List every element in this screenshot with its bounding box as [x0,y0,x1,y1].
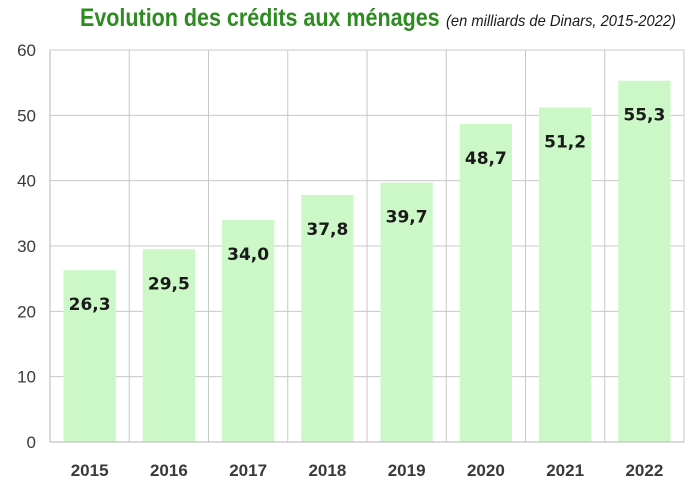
x-tick-label: 2015 [71,461,109,480]
bar [63,270,116,442]
x-tick-label: 2022 [625,461,663,480]
x-tick-label: 2018 [308,461,346,480]
x-tick-label: 2021 [546,461,584,480]
bars [63,80,671,443]
bar [459,123,513,443]
y-tick-label: 40 [17,172,36,191]
y-tick-label: 30 [17,237,36,256]
data-label: 34,0 [227,245,269,265]
y-tick-label: 20 [17,302,36,321]
data-label: 29,5 [148,274,190,294]
bar [301,195,354,442]
chart-header: Evolution des crédits aux ménages (en mi… [0,0,700,44]
x-tick-label: 2020 [467,461,505,480]
bar [380,182,433,443]
chart-title: Evolution des crédits aux ménages [80,4,440,32]
y-tick-label: 50 [17,106,36,125]
x-tick-label: 2017 [229,461,267,480]
data-label: 51,2 [544,132,586,152]
y-tick-label: 60 [17,41,36,60]
y-tick-label: 0 [27,433,36,452]
data-label: 37,8 [306,220,348,240]
data-label: 48,7 [465,149,507,169]
data-label: 26,3 [69,295,111,315]
x-tick-label: 2019 [388,461,426,480]
bar [618,80,671,442]
bar [538,107,592,442]
y-tick-label: 10 [17,368,36,387]
bar [142,249,196,442]
axes: 0 10 20 30 40 50 60 2015 2016 2017 2018 2019 2020 202… [17,41,684,480]
chart-subtitle: (en milliards de Dinars, 2015-2022) [446,13,676,30]
bar [221,219,275,442]
x-tick-label: 2016 [150,461,188,480]
data-label: 39,7 [386,208,428,228]
data-labels: 26,3 29,5 34,0 37,8 39,7 48,7 51,2 55,3 [69,106,666,315]
data-label: 55,3 [623,106,665,126]
